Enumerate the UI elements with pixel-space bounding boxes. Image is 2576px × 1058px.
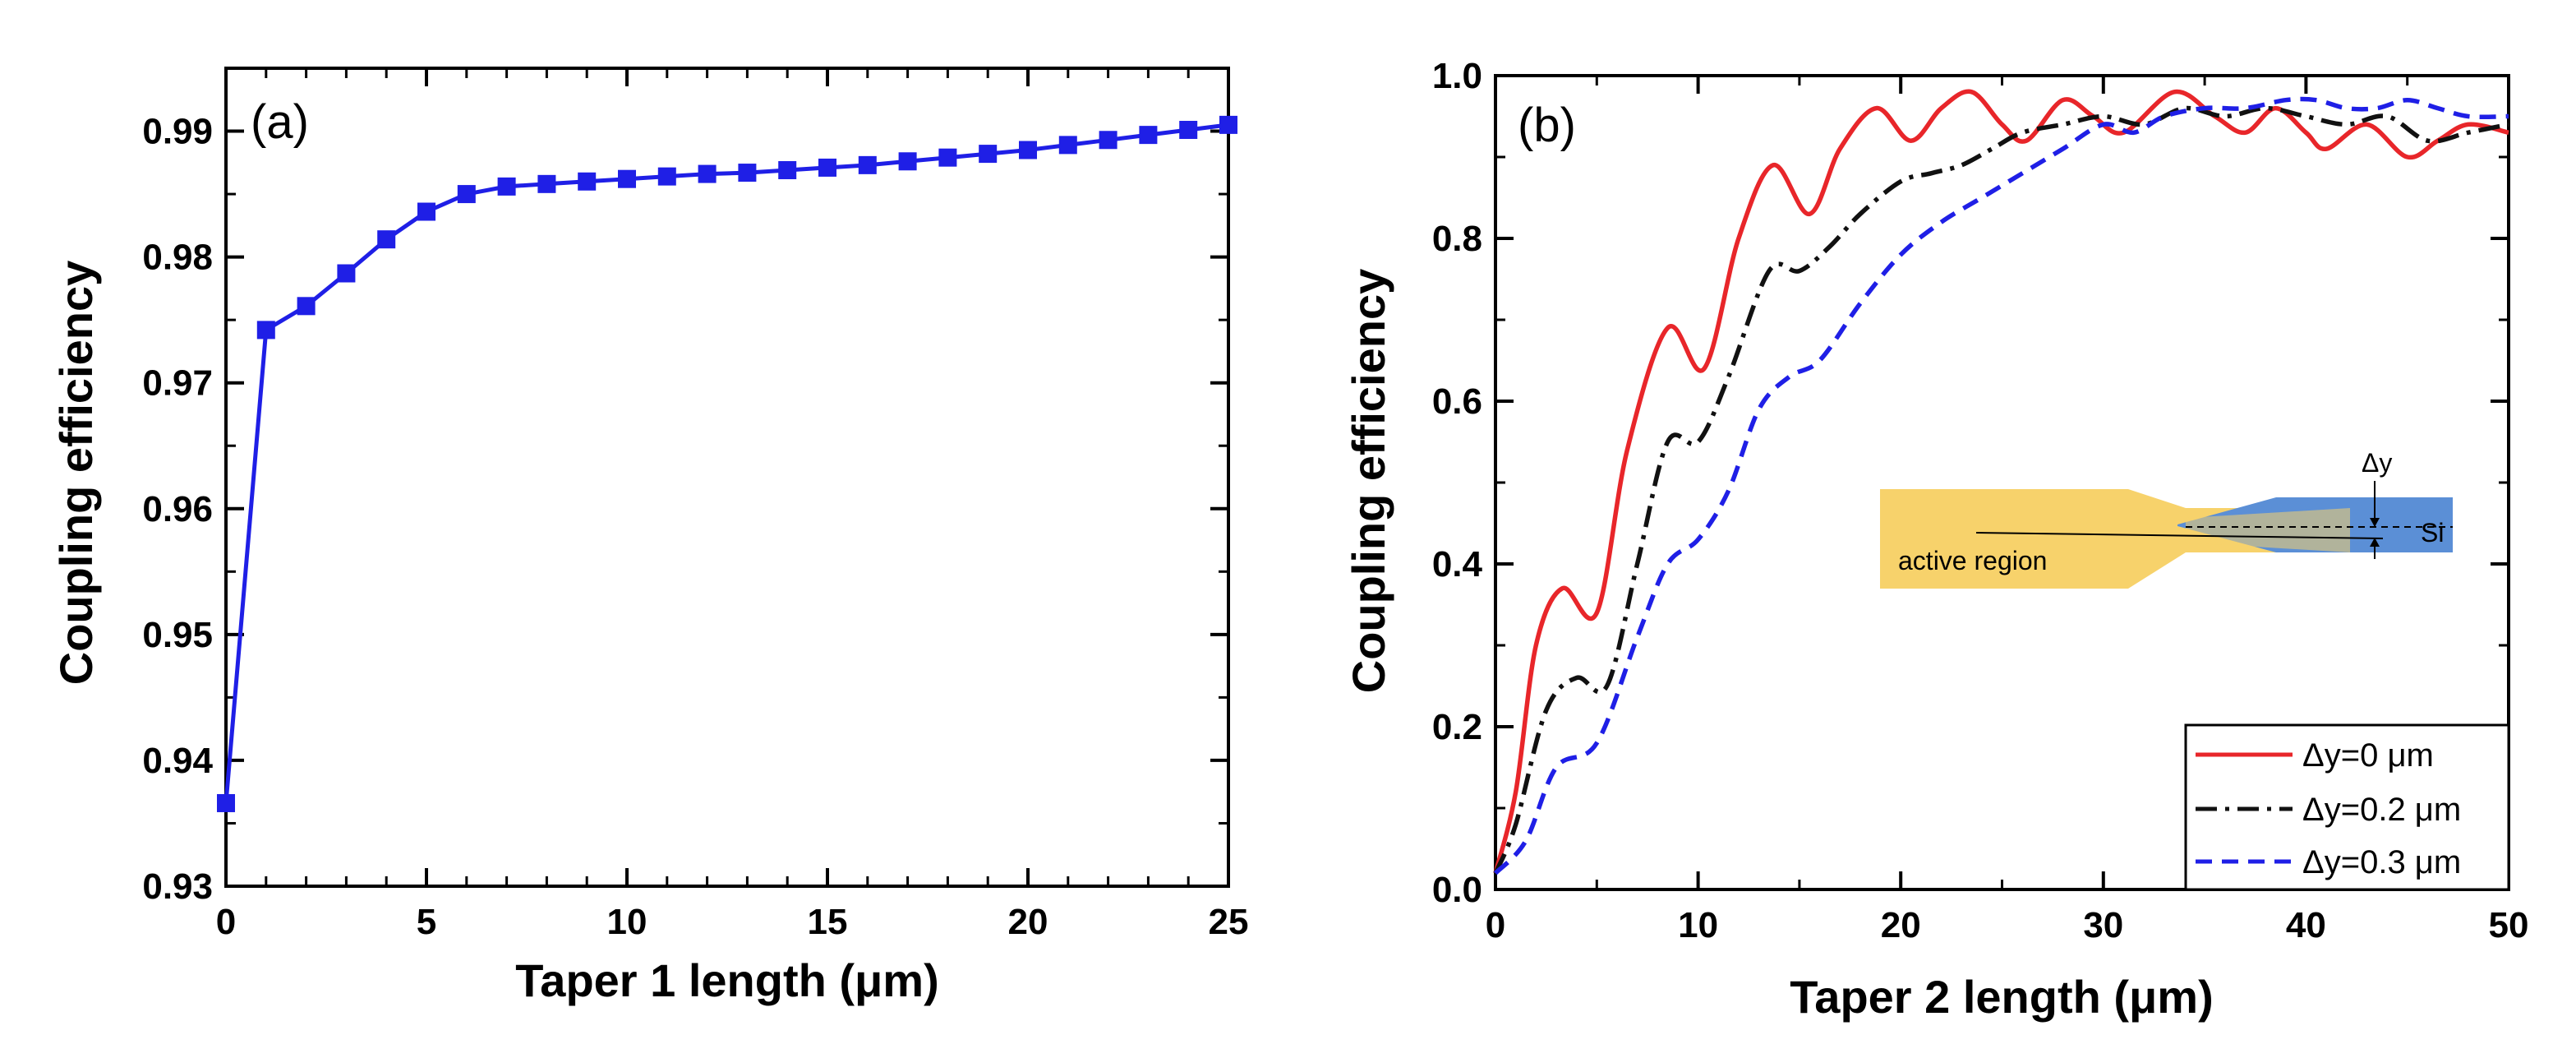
a-data-point-18 [938, 148, 957, 167]
a-x-tick-label: 15 [808, 902, 848, 942]
inset-schematic: active region Si Δy [1880, 448, 2453, 589]
panel-a-chart: 0 5 10 15 20 25 0.93 0.94 0.95 0.96 0.97 0.98 0.99 (… [50, 67, 1249, 1006]
a-x-tick-label: 0 [216, 902, 236, 942]
b-y-tick-label: 1.0 [1432, 56, 1482, 96]
a-data-point-4 [377, 230, 396, 249]
a-x-tick-label: 5 [417, 902, 436, 942]
inset-active-region-label: active region [1898, 546, 2047, 575]
a-data-point-23 [1139, 126, 1158, 145]
panel-a-plot-frame [224, 67, 1230, 888]
a-data-point-13 [738, 164, 757, 182]
panel-a-ticks: 0 5 10 15 20 25 0.93 0.94 0.95 0.96 0.97 0.98 0.99 [142, 67, 1249, 942]
b-x-tick-label: 20 [1881, 905, 1921, 945]
a-data-point-20 [1019, 141, 1037, 159]
b-x-tick-label: 50 [2489, 905, 2529, 945]
panel-a-series [217, 115, 1237, 812]
a-y-tick-label: 0.96 [142, 489, 213, 529]
b-x-tick-label: 0 [1486, 905, 1505, 945]
b-y-tick-label: 0.6 [1432, 381, 1482, 422]
inset-si-label: Si [2421, 518, 2444, 547]
a-data-point-3 [337, 264, 356, 283]
a-data-point-12 [698, 164, 717, 183]
a-data-point-2 [297, 297, 316, 316]
a-data-point-11 [657, 167, 676, 186]
panel-b-x-axis-title: Taper 2 length (μm) [1790, 971, 2213, 1023]
legend-label-dy02: Δy=0.2 μm [2302, 792, 2461, 828]
a-data-point-21 [1058, 136, 1077, 155]
a-data-point-6 [457, 185, 476, 204]
b-series-line-0 [1493, 89, 2509, 874]
panel-a-label: (a) [251, 95, 309, 149]
a-y-tick-label: 0.93 [142, 866, 213, 907]
b-y-tick-label: 0.4 [1432, 544, 1483, 584]
panel-b-chart: 0 10 20 30 40 50 0.0 0.2 0.4 0.6 0.8 1.0 active reg… [1343, 56, 2528, 1023]
a-data-point-19 [979, 145, 998, 164]
a-data-point-0 [217, 793, 235, 812]
b-y-tick-label: 0.0 [1432, 870, 1482, 910]
inset-dy-label: Δy [2362, 448, 2392, 478]
b-y-tick-label: 0.8 [1432, 219, 1482, 259]
b-y-tick-label: 0.2 [1432, 707, 1482, 747]
a-x-tick-label: 25 [1209, 902, 1249, 942]
a-y-tick-label: 0.97 [142, 363, 213, 404]
b-series-line-1 [1493, 105, 2509, 875]
panel-a-y-axis-title: Coupling efficiency [50, 261, 102, 686]
a-data-point-8 [537, 174, 556, 193]
panel-b-label: (b) [1518, 99, 1576, 152]
b-series-line-2 [1493, 96, 2509, 876]
a-data-point-9 [578, 172, 597, 191]
a-data-point-5 [417, 202, 435, 221]
a-y-tick-label: 0.95 [142, 615, 213, 655]
a-data-point-22 [1099, 131, 1117, 150]
a-data-point-15 [818, 158, 836, 177]
panel-b-series [1493, 89, 2509, 876]
b-x-tick-label: 30 [2083, 905, 2123, 945]
panel-b-legend: Δy=0 μm Δy=0.2 μm Δy=0.3 μm [2184, 723, 2510, 891]
a-data-point-14 [778, 160, 797, 179]
legend-label-dy03: Δy=0.3 μm [2302, 844, 2461, 880]
inset-active-axis-line [1975, 532, 2384, 539]
a-data-point-17 [898, 152, 917, 171]
a-data-point-7 [497, 177, 516, 196]
a-y-tick-label: 0.99 [142, 112, 213, 152]
a-x-tick-label: 20 [1008, 902, 1048, 942]
inset-overlap-shape [2186, 508, 2350, 552]
a-x-tick-label: 10 [607, 902, 647, 942]
a-data-point-25 [1219, 115, 1237, 134]
a-data-point-24 [1179, 121, 1198, 140]
a-y-tick-label: 0.94 [142, 741, 213, 781]
a-y-tick-label: 0.98 [142, 238, 213, 278]
a-data-point-16 [858, 155, 877, 174]
a-data-point-10 [618, 169, 636, 188]
b-x-tick-label: 40 [2286, 905, 2326, 945]
panel-b-y-axis-title: Coupling efficiency [1343, 269, 1394, 694]
panel-a-x-axis-title: Taper 1 length (μm) [515, 954, 938, 1006]
inset-dy-arrowhead-lower [2370, 538, 2380, 547]
legend-label-dy0: Δy=0 μm [2302, 737, 2434, 774]
b-x-tick-label: 10 [1678, 905, 1718, 945]
a-data-point-1 [256, 321, 275, 340]
a-series-line-0 [223, 122, 1229, 804]
inset-dy-arrowhead-upper [2370, 518, 2380, 527]
